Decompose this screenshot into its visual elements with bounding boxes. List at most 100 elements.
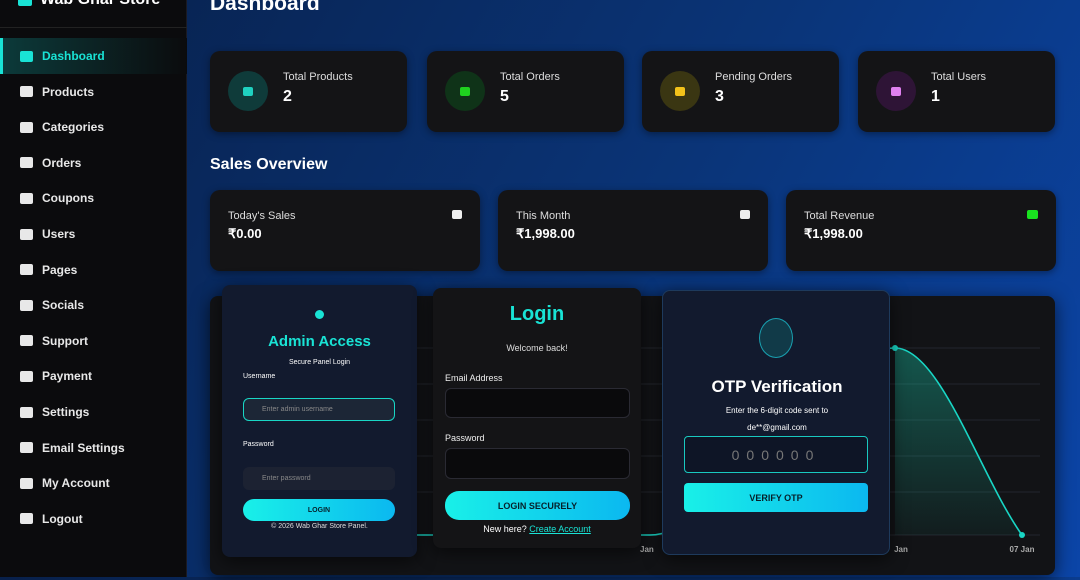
nav-label: Products [42, 84, 95, 99]
stat-label: Total Users [931, 71, 987, 83]
area [895, 348, 1022, 535]
verify-button[interactable]: VERIFY OTP [684, 483, 868, 512]
sales-value: ₹1,998.00 [804, 226, 863, 241]
sales-value: ₹0.00 [228, 226, 262, 241]
nav-label: Payment [42, 369, 93, 384]
nav-icon [20, 335, 33, 347]
nav-label: Settings [42, 405, 90, 419]
divider [0, 27, 187, 28]
nav-item[interactable]: Products [0, 74, 187, 110]
page-title: Dashboard [210, 0, 320, 15]
icon-glyph [460, 86, 470, 96]
password-input[interactable]: Enter password [243, 467, 395, 490]
footer: © 2026 Wab Ghar Store Panel. [271, 523, 368, 530]
nav-item[interactable]: Socials [0, 287, 187, 323]
signup-row: New here? Create Account [433, 524, 641, 534]
sales-label: Total Revenue [804, 210, 875, 222]
nav-item[interactable]: Coupons [0, 180, 187, 216]
label: Username [243, 373, 276, 380]
nav-item[interactable]: Logout [0, 501, 187, 537]
stat-value: 2 [283, 88, 292, 105]
nav-item[interactable]: Users [0, 216, 187, 252]
brand-icon [18, 0, 32, 6]
sales-card: Total Revenue ₹1,998.00 [786, 190, 1056, 271]
stat-card: Total Products 2 [210, 51, 407, 132]
section-title: Sales Overview [210, 156, 328, 173]
nav-label: Email Settings [42, 440, 125, 455]
username-input[interactable]: Enter admin username [243, 398, 395, 421]
stat-card: Total Users 1 [858, 51, 1055, 132]
stat-card: Pending Orders 3 [642, 51, 839, 132]
nav-icon [20, 228, 33, 240]
sales-card: Today's Sales ₹0.00 [210, 190, 480, 271]
nav-label: Support [42, 333, 88, 348]
stat-icon [445, 71, 485, 111]
stat-label: Pending Orders [715, 71, 793, 83]
label: Password [243, 441, 274, 448]
stat-value: 5 [500, 88, 509, 105]
nav-icon [20, 86, 33, 98]
nav-icon [20, 370, 33, 382]
message: Enter the 6-digit code sent to [725, 406, 829, 415]
nav-item[interactable]: Email Settings [0, 430, 187, 466]
stat-value: 1 [931, 88, 940, 105]
label: Email Address [445, 373, 503, 383]
nav-label: Pages [42, 262, 78, 277]
label: Password [445, 433, 485, 443]
card-title: Login [509, 303, 565, 325]
stat-icon [660, 71, 700, 111]
point [892, 345, 898, 351]
sales-icon [1027, 210, 1038, 219]
nav-item[interactable]: Payment [0, 358, 187, 394]
sales-icon [452, 210, 462, 219]
sales-label: Today's Sales [228, 210, 296, 222]
nav-icon [20, 442, 33, 454]
stat-icon [876, 71, 916, 111]
nav-icon [20, 513, 33, 525]
nav-label: Categories [42, 120, 105, 135]
login-card: Login Welcome back! Email Address Passwo… [433, 288, 641, 548]
nav-item[interactable]: Pages [0, 252, 187, 288]
nav-item[interactable]: Categories [0, 109, 187, 145]
otp-card: OTP Verification Enter the 6-digit code … [662, 290, 890, 555]
nav-item[interactable]: Settings [0, 394, 187, 430]
nav-label: Orders [42, 155, 82, 170]
stat-card: Total Orders 5 [427, 51, 624, 132]
icon [315, 310, 324, 319]
nav-label: Dashboard [42, 49, 105, 63]
card-title: Admin Access [268, 333, 371, 350]
x-label: Jan [894, 545, 908, 554]
nav-icon [20, 157, 33, 169]
nav-item[interactable]: Support [0, 323, 187, 359]
sales-icon [740, 210, 750, 219]
x-label: Jan [640, 545, 654, 554]
icon-glyph [891, 86, 901, 96]
email: de**@gmail.com [747, 423, 807, 432]
x-label: 07 Jan [1010, 545, 1035, 554]
prompt: New here? [483, 524, 527, 534]
nav-icon [20, 264, 33, 276]
nav-item[interactable]: Orders [0, 145, 187, 181]
sales-card: This Month ₹1,998.00 [498, 190, 768, 271]
nav-icon [20, 299, 33, 311]
nav-icon [20, 121, 33, 133]
nav-icon [20, 406, 33, 418]
card-title: OTP Verification [711, 377, 843, 396]
nav-icon [20, 50, 33, 62]
nav-item[interactable]: Dashboard [0, 38, 187, 74]
login-button[interactable]: LOGIN [243, 499, 395, 521]
icon-glyph [243, 86, 253, 96]
nav-label: Logout [42, 511, 83, 526]
signup-link[interactable]: Create Account [529, 524, 591, 534]
nav-item[interactable]: My Account [0, 465, 187, 501]
otp-input[interactable]: 000000 [684, 436, 868, 473]
sales-label: This Month [516, 210, 571, 222]
sales-value: ₹1,998.00 [516, 226, 575, 241]
email-input[interactable] [445, 388, 630, 418]
sidebar: Wab Ghar Store Dashboard Products Categori… [0, 0, 187, 577]
login-button[interactable]: LOGIN SECURELY [445, 491, 630, 520]
stat-value: 3 [715, 88, 724, 105]
password-input[interactable] [445, 448, 630, 479]
brand: Wab Ghar Store [40, 0, 160, 9]
